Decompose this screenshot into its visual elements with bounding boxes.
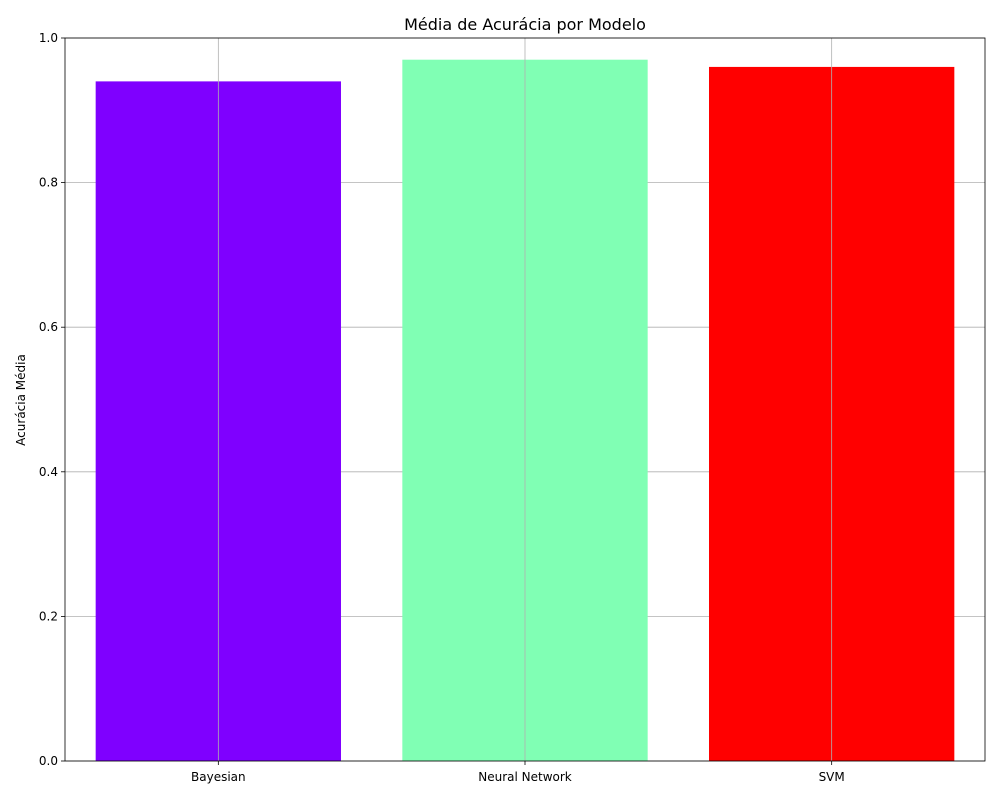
x-tick-label: Bayesian <box>191 770 246 784</box>
y-axis-label: Acurácia Média <box>14 354 28 446</box>
y-tick-label: 0.2 <box>39 609 58 623</box>
y-tick-label: 0.0 <box>39 754 58 768</box>
y-tick-label: 0.4 <box>39 465 58 479</box>
y-tick-label: 0.8 <box>39 176 58 190</box>
y-tick-label: 1.0 <box>39 31 58 45</box>
x-tick-label: Neural Network <box>478 770 572 784</box>
y-tick-label: 0.6 <box>39 320 58 334</box>
x-tick-label: SVM <box>819 770 845 784</box>
x-axis-ticks: Bayesian Neural Network SVM <box>191 761 845 784</box>
y-axis-ticks: 0.0 0.2 0.4 0.6 0.8 1.0 <box>39 31 65 768</box>
chart-title: Média de Acurácia por Modelo <box>404 15 646 34</box>
vertical-grid <box>217 38 833 761</box>
